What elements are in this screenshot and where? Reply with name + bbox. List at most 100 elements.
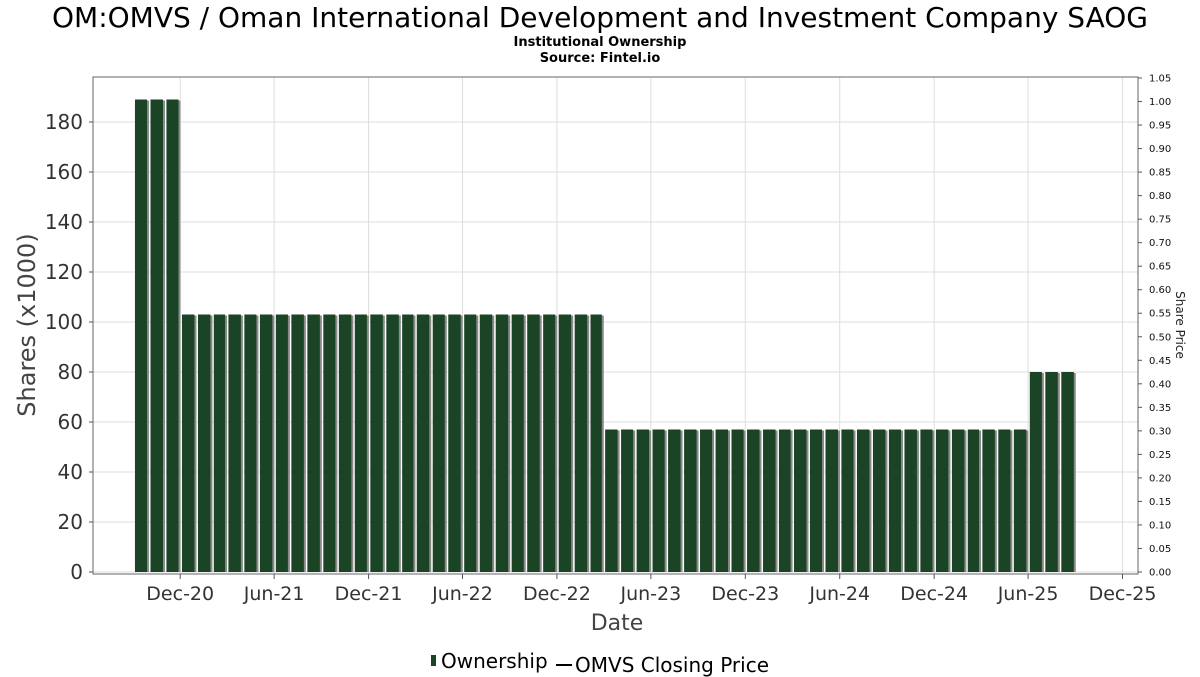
y-tick-label: 60 xyxy=(58,410,83,434)
y-axis-left-title: Shares (x1000) xyxy=(13,233,41,416)
y2-tick-label: 0.00 xyxy=(1149,568,1171,579)
legend-item-closing-price: OMVS Closing Price xyxy=(556,653,769,677)
y2-tick-label: 0.90 xyxy=(1149,144,1171,155)
y2-tick-label: 0.40 xyxy=(1149,379,1171,390)
ownership-bar xyxy=(213,314,226,572)
ownership-bar xyxy=(181,314,195,572)
ownership-bar xyxy=(275,314,288,572)
y2-tick-label: 0.50 xyxy=(1149,332,1171,343)
ownership-bar xyxy=(825,429,838,572)
y-tick-label: 20 xyxy=(58,510,83,534)
y2-tick-label: 0.75 xyxy=(1149,215,1171,226)
legend-item-ownership: Ownership xyxy=(431,649,548,673)
y2-tick-label: 0.45 xyxy=(1149,356,1171,367)
x-tick-label: Jun-25 xyxy=(997,583,1059,605)
ownership-bar xyxy=(558,314,572,572)
ownership-bar xyxy=(259,314,273,572)
ownership-bar xyxy=(323,314,336,572)
y2-tick-label: 0.25 xyxy=(1149,450,1171,461)
x-tick-label: Dec-20 xyxy=(146,583,214,605)
x-axis-title: Date xyxy=(591,611,644,636)
y-tick-label: 100 xyxy=(45,310,83,334)
ownership-bar xyxy=(668,429,681,572)
ownership-bar xyxy=(150,99,163,572)
ownership-bar xyxy=(904,429,917,572)
ownership-bar xyxy=(605,429,618,572)
x-tick-label: Jun-22 xyxy=(431,583,493,605)
ownership-bar xyxy=(935,429,949,572)
ownership-bar xyxy=(731,429,744,572)
legend: Ownership OMVS Closing Price xyxy=(0,647,1200,677)
y2-tick-label: 0.35 xyxy=(1149,403,1171,414)
chart-source: Source: Fintel.io xyxy=(539,51,661,66)
x-tick-label: Dec-22 xyxy=(523,583,591,605)
y2-tick-label: 0.60 xyxy=(1149,285,1171,296)
y-tick-label: 80 xyxy=(58,360,83,384)
ownership-bar xyxy=(464,314,477,572)
ownership-bar xyxy=(856,429,870,572)
ownership-bar xyxy=(951,429,965,572)
ownership-bar xyxy=(1013,429,1027,572)
ownership-bar xyxy=(809,429,823,572)
ownership-bar xyxy=(511,314,524,572)
ownership-bar xyxy=(982,429,995,572)
ownership-bar xyxy=(636,429,650,572)
ownership-bar xyxy=(134,99,148,572)
ownership-bar xyxy=(228,314,241,572)
ownership-bar xyxy=(920,429,933,572)
y2-tick-label: 0.05 xyxy=(1149,544,1171,555)
ownership-bar xyxy=(621,429,634,572)
ownership-bar xyxy=(872,429,886,572)
y2-tick-label: 0.10 xyxy=(1149,520,1171,531)
y2-tick-label: 0.30 xyxy=(1149,426,1171,437)
x-tick-label: Dec-23 xyxy=(711,583,779,605)
line-swatch-icon xyxy=(556,664,573,666)
ownership-bar xyxy=(432,314,445,572)
y-tick-label: 160 xyxy=(45,160,83,184)
ownership-bar xyxy=(495,314,509,572)
ownership-bar xyxy=(197,314,211,572)
x-tick-label: Jun-23 xyxy=(619,583,681,605)
y2-tick-label: 0.55 xyxy=(1149,309,1171,320)
y2-tick-label: 0.80 xyxy=(1149,191,1171,202)
ownership-bar xyxy=(888,429,901,572)
y-tick-label: 140 xyxy=(45,210,83,234)
ownership-bar xyxy=(763,429,776,572)
x-axis-ticks: Dec-20 Jun-21 Dec-21 Jun-22 Dec-22 Jun-23 Dec-… xyxy=(146,574,1156,605)
ownership-bar xyxy=(527,314,540,572)
y-tick-label: 120 xyxy=(45,260,83,284)
y2-tick-label: 0.15 xyxy=(1149,497,1171,508)
y-axis-left-ticks: 0 20 40 60 80 100 120 140 160 180 xyxy=(45,110,93,584)
ownership-bars xyxy=(134,99,1076,572)
ownership-bar xyxy=(307,314,320,572)
y2-tick-label: 1.00 xyxy=(1149,97,1171,108)
ownership-bar xyxy=(338,314,352,572)
ownership-bar xyxy=(794,429,807,572)
y2-tick-label: 0.65 xyxy=(1149,262,1171,273)
bar-swatch-icon xyxy=(431,655,436,666)
y2-tick-label: 0.85 xyxy=(1149,168,1171,179)
ownership-bar xyxy=(354,314,367,572)
ownership-bar xyxy=(1029,372,1042,572)
ownership-bar xyxy=(416,314,430,572)
ownership-bar xyxy=(700,429,713,572)
x-tick-label: Dec-24 xyxy=(900,583,968,605)
ownership-bar xyxy=(448,314,461,572)
ownership-bar xyxy=(166,99,179,572)
x-tick-label: Dec-21 xyxy=(335,583,403,605)
ownership-bar xyxy=(574,314,588,572)
ownership-bar xyxy=(967,429,980,572)
ownership-bar xyxy=(291,314,304,572)
ownership-bar xyxy=(543,314,556,572)
grid-lines xyxy=(93,77,1138,574)
ownership-bar xyxy=(1045,372,1058,572)
y-tick-label: 0 xyxy=(70,560,83,584)
ownership-bar xyxy=(590,314,602,572)
x-tick-label: Jun-24 xyxy=(808,583,870,605)
ownership-bar xyxy=(841,429,854,572)
ownership-bar xyxy=(402,314,414,572)
ownership-bar xyxy=(1061,372,1074,572)
chart-subtitle: Institutional Ownership xyxy=(513,35,687,50)
x-tick-label: Jun-21 xyxy=(243,583,305,605)
